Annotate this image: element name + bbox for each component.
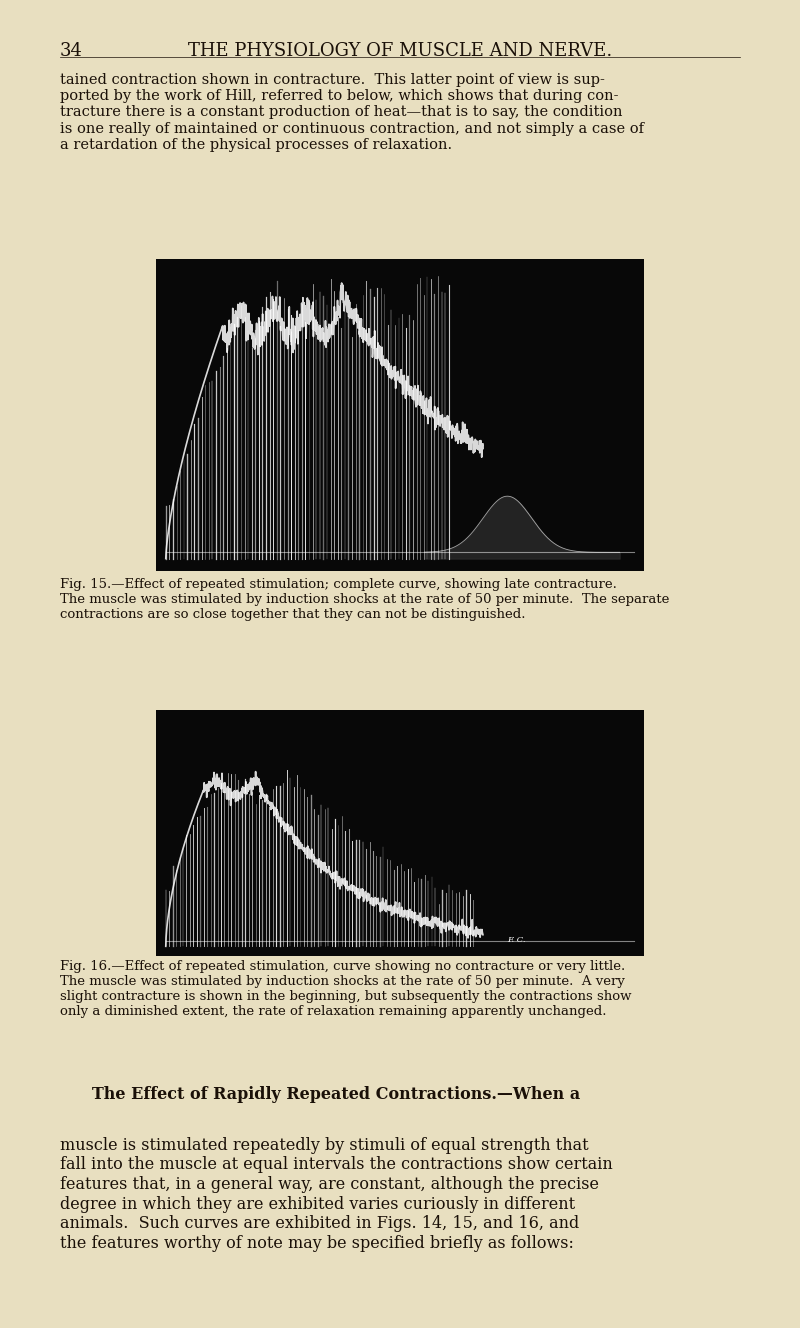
Text: F. C.: F. C. bbox=[507, 936, 526, 944]
Text: 34: 34 bbox=[60, 42, 83, 61]
Text: The Effect of Rapidly Repeated Contractions.—When a: The Effect of Rapidly Repeated Contracti… bbox=[92, 1086, 580, 1104]
Bar bbox=[156, 710, 644, 956]
Text: THE PHYSIOLOGY OF MUSCLE AND NERVE.: THE PHYSIOLOGY OF MUSCLE AND NERVE. bbox=[188, 42, 612, 61]
Text: Fig. 16.—Effect of repeated stimulation, curve showing no contracture or very li: Fig. 16.—Effect of repeated stimulation,… bbox=[60, 960, 631, 1019]
Text: Fig. 15.—Effect of repeated stimulation; complete curve, showing late contractur: Fig. 15.—Effect of repeated stimulation;… bbox=[60, 578, 670, 620]
Text: tained contraction shown in contracture.  This latter point of view is sup-
port: tained contraction shown in contracture.… bbox=[60, 73, 644, 151]
Text: muscle is stimulated repeatedly by stimuli of equal strength that
fall into the : muscle is stimulated repeatedly by stimu… bbox=[60, 1137, 613, 1252]
Bar bbox=[156, 259, 644, 571]
